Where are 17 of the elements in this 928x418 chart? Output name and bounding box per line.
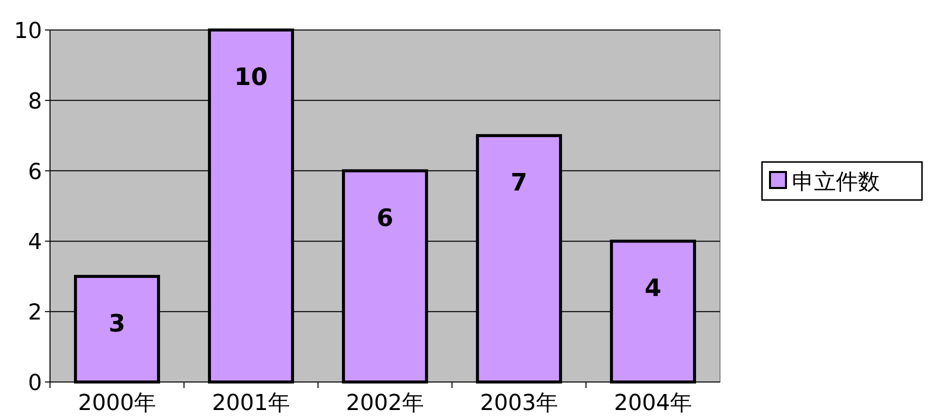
x-tick-label: 2000年 (78, 391, 156, 416)
x-tick-label: 2002年 (346, 391, 424, 416)
y-tick-label: 6 (28, 160, 42, 185)
y-tick-label: 10 (14, 19, 42, 44)
x-tick-label: 2004年 (614, 391, 692, 416)
data-label: 7 (510, 168, 528, 197)
x-tick-label: 2003年 (480, 391, 558, 416)
y-tick-label: 4 (28, 230, 42, 256)
y-tick-label: 0 (28, 371, 42, 396)
y-tick-label: 2 (28, 300, 42, 326)
data-label: 6 (376, 204, 394, 232)
data-label: 4 (644, 274, 662, 302)
x-tick-label: 2001年 (212, 391, 290, 416)
y-tick-label: 8 (28, 89, 42, 114)
data-label: 3 (108, 309, 126, 338)
legend-label: 申立件数 (792, 170, 880, 195)
data-label: 10 (234, 63, 268, 91)
